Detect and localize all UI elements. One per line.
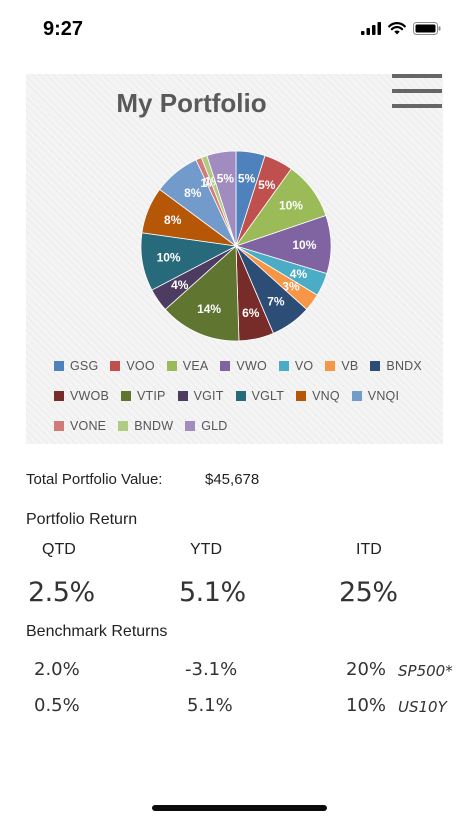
status-time: 9:27: [43, 18, 84, 40]
legend-label: VNQI: [367, 389, 400, 403]
legend-item-vwob: VWOB: [54, 388, 109, 404]
legend-swatch: [54, 421, 64, 431]
pie-slice-vtip: [164, 245, 240, 342]
benchmark-sp500-itd: 20%: [346, 659, 387, 680]
benchmark-us10y-itd: 10%: [346, 695, 387, 716]
benchmark-us10y-qtd: 0.5%: [34, 695, 80, 716]
pie-label-voo: 5%: [258, 178, 276, 192]
legend-label: VONE: [70, 419, 107, 433]
pie-slice-gld: [206, 150, 237, 247]
legend-swatch: [118, 421, 129, 431]
legend-label: VWOB: [70, 389, 109, 403]
legend-swatch: [185, 421, 196, 431]
return-qtd: 2.5%: [28, 577, 95, 608]
legend-swatch: [325, 361, 336, 371]
pie-label-gld: 5%: [217, 171, 235, 185]
legend-item-vea: VEA: [166, 358, 209, 374]
legend-swatch: [166, 361, 177, 371]
legend-swatch: [278, 361, 289, 371]
legend-swatch: [54, 361, 64, 371]
legend-item-gsg: GSG: [54, 358, 98, 374]
legend-item-vone: VONE: [54, 418, 106, 434]
legend-swatch: [296, 391, 307, 401]
hamburger-menu-icon: [392, 89, 442, 93]
hamburger-menu-icon: [392, 104, 442, 108]
legend-label: VOO: [126, 359, 155, 373]
pie-label-vea: 10%: [279, 198, 303, 212]
legend-swatch: [121, 391, 131, 401]
benchmark-us10y-ytd: 5.1%: [187, 695, 233, 716]
pie-label-vglt: 10%: [157, 251, 181, 265]
legend-item-vglt: VGLT: [235, 388, 285, 404]
pie-label-vgit: 4%: [171, 278, 189, 292]
status-bar: 9:27: [0, 0, 467, 60]
status-icons: [361, 22, 441, 35]
pie-label-bndx: 7%: [267, 295, 285, 309]
pie-label-vnq: 8%: [164, 213, 182, 227]
legend-label: VNQ: [312, 389, 340, 403]
battery-icon: [413, 22, 441, 35]
return-ytd: 5.1%: [179, 577, 246, 608]
period-qtd: QTD: [42, 541, 76, 558]
legend-item-voo: VOO: [110, 358, 155, 374]
legend-swatch: [351, 391, 362, 401]
legend-label: VGLT: [251, 389, 285, 403]
legend-swatch: [220, 361, 231, 371]
legend-item-gld: GLD: [185, 418, 227, 434]
period-ytd: YTD: [190, 541, 222, 558]
legend-swatch: [110, 361, 121, 371]
pie-label-vb: 3%: [282, 280, 300, 294]
benchmark-heading: Benchmark Returns: [26, 623, 168, 640]
legend-label: VO: [294, 359, 314, 373]
legend-label: VWO: [236, 359, 267, 373]
legend-label: BNDX: [386, 359, 422, 373]
home-indicator[interactable]: [152, 805, 327, 811]
legend-label: GLD: [201, 419, 228, 433]
legend-swatch: [54, 391, 64, 401]
cellular-signal-icon: [361, 22, 381, 35]
hamburger-menu-icon: [392, 74, 442, 78]
total-value-label: Total Portfolio Value:: [26, 471, 163, 488]
legend-item-bndx: BNDX: [370, 358, 422, 374]
pie-chart: 5% 5%10%10%4%3%7%6%14%4%10%8%8%1%1%5%: [140, 150, 332, 342]
legend-swatch: [235, 391, 246, 401]
chart-title: My Portfolio: [116, 88, 267, 118]
pie-label-vtip: 14%: [197, 302, 221, 316]
legend-item-vb: VB: [325, 358, 358, 374]
legend-item-vnq: VNQ: [296, 388, 340, 404]
benchmark-sp500-ytd: -3.1%: [185, 659, 238, 680]
return-itd: 25%: [339, 577, 398, 608]
legend-item-vnqi: VNQI: [351, 388, 400, 404]
pie-label-gsg: 5%: [238, 171, 256, 185]
legend-label: VB: [341, 359, 359, 373]
pie-label-vwo: 10%: [292, 238, 316, 252]
pie-label-vo: 4%: [290, 267, 308, 281]
benchmark-sp500-qtd: 2.0%: [34, 659, 80, 680]
legend-item-vwo: VWO: [220, 358, 267, 374]
legend-item-vtip: VTIP: [121, 388, 166, 404]
legend-item-vo: VO: [278, 358, 314, 374]
period-itd: ITD: [356, 541, 382, 558]
total-value: $45,678: [205, 471, 260, 488]
legend-swatch: [177, 391, 188, 401]
legend-item-vgit: VGIT: [177, 388, 224, 404]
pie-label-vwob: 6%: [242, 306, 260, 320]
menu-button[interactable]: [392, 74, 442, 108]
legend-label: VEA: [182, 359, 209, 373]
legend-label: VTIP: [137, 389, 166, 403]
portfolio-chart: My Portfolio 5% 5% 10% 10% 4% 3% 7% 6% 14% 4% 10% 8…: [26, 74, 443, 444]
benchmark-name-us10y: US10Y: [398, 698, 447, 716]
legend-label: VGIT: [193, 389, 224, 403]
portfolio-return-heading: Portfolio Return: [26, 511, 138, 528]
legend-label: BNDW: [134, 419, 174, 433]
legend-swatch: [370, 361, 381, 371]
wifi-icon: [388, 22, 406, 35]
legend-item-bndw: BNDW: [118, 418, 173, 434]
pie-label-vnqi: 8%: [184, 186, 202, 200]
chart-legend: GSG VOO VEA VWO VO VB BNDX VWOB VTIP VGIT VGLT VNQ V…: [54, 358, 440, 434]
legend-label: GSG: [70, 359, 99, 373]
benchmark-name-sp500: SP500*: [398, 662, 453, 680]
